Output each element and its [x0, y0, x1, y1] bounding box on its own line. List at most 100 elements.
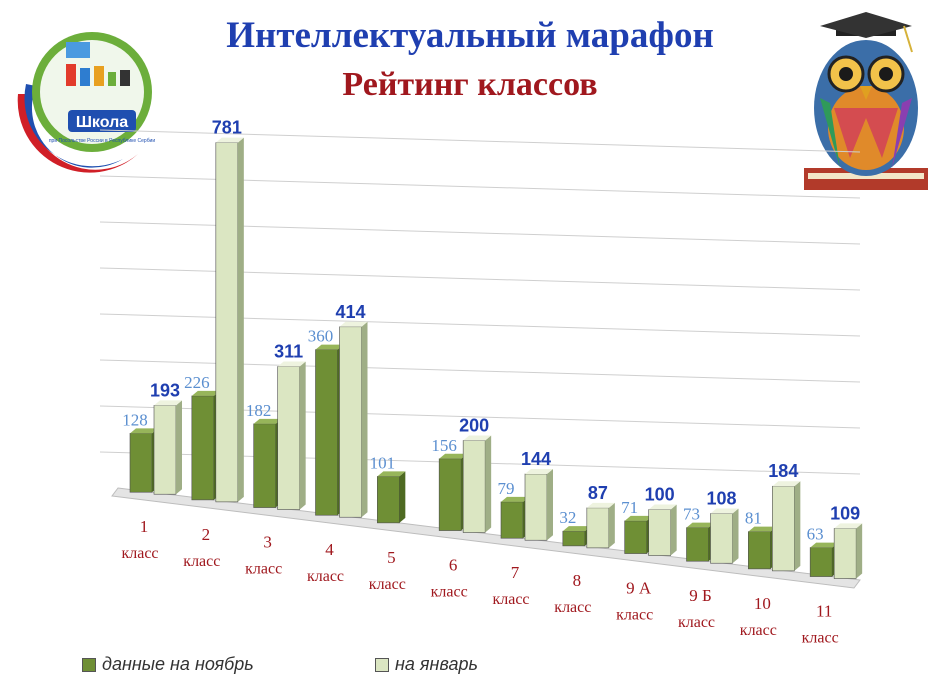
category-label-number: 4 [325, 540, 334, 559]
bar-january-side [547, 468, 553, 541]
bar-january [339, 326, 362, 518]
category-label-number: 9 А [626, 579, 652, 598]
category-label-word: класс [307, 568, 344, 585]
value-label-november: 71 [621, 498, 638, 517]
bar-november [624, 520, 647, 554]
bar-november [500, 501, 524, 539]
bar-january-top [277, 361, 306, 367]
bar-january-side [670, 504, 677, 556]
chart-subtitle: Рейтинг классов [342, 66, 598, 103]
category-label-word: класс [802, 630, 839, 647]
bar-january-side [176, 400, 182, 495]
bar-january [277, 366, 300, 510]
category-label-number: 3 [263, 533, 272, 552]
bar-november-top [130, 428, 158, 434]
bar-january [586, 507, 610, 549]
category-label-number: 8 [573, 571, 582, 590]
bar-november-top [748, 526, 777, 532]
category-label-number: 6 [449, 556, 458, 575]
gridline [99, 267, 861, 291]
category-label-word: класс [554, 599, 591, 616]
value-label-november: 156 [431, 436, 457, 455]
logo-text: Школа [76, 114, 128, 131]
bar-november [748, 531, 771, 570]
bar-november-top [253, 418, 282, 424]
bar-november [191, 395, 215, 501]
bar-november-top [191, 390, 220, 396]
category-label-number: 5 [387, 548, 396, 567]
bar-november [377, 476, 400, 524]
category-label-word: класс [431, 584, 468, 601]
bar-january-top [154, 400, 182, 406]
bar-november-top [562, 526, 591, 532]
value-label-november: 81 [745, 509, 762, 528]
value-label-january: 193 [150, 380, 180, 400]
bar-january-side [732, 508, 739, 564]
category-label-word: класс [183, 553, 220, 570]
gridline [99, 129, 861, 153]
bar-january [462, 440, 486, 533]
bar-january [648, 509, 671, 556]
bar-november [129, 433, 153, 493]
category-label-word: класс [245, 561, 282, 578]
bar-january-side [361, 321, 368, 518]
bar-january-top [710, 508, 739, 514]
value-label-november: 63 [807, 525, 824, 544]
bar-january [833, 528, 857, 579]
chart-title: Интеллектуальный марафон [226, 15, 714, 56]
bar-january-top [648, 504, 677, 510]
bar-november-top [315, 344, 344, 350]
legend-label-november: данные на ноябрь [102, 654, 254, 674]
logo-small-text: при Посольстве России в Республике Серби… [49, 138, 156, 144]
gridline [99, 313, 861, 337]
value-label-november: 128 [122, 410, 148, 429]
value-label-november: 226 [184, 373, 210, 392]
bar-november-top [686, 522, 715, 528]
bar-january-side [485, 435, 492, 533]
bar-january [524, 473, 548, 541]
bar-january-side [794, 481, 801, 571]
bar-january [215, 142, 239, 503]
school-logo: Школа при Посольстве России в Республике… [17, 32, 156, 173]
bar-january-top [339, 321, 368, 327]
value-label-january: 100 [645, 485, 675, 505]
bar-november [438, 458, 462, 531]
category-label-number: 7 [511, 563, 520, 582]
category-label-number: 10 [754, 594, 771, 613]
bar-november [253, 423, 276, 508]
legend-label-january: на январь [395, 654, 478, 674]
legend-swatch-november [82, 657, 96, 672]
bar-january-top [586, 502, 615, 508]
value-label-november: 182 [246, 401, 272, 420]
category-label-word: класс [616, 607, 653, 624]
value-label-january: 109 [830, 503, 860, 523]
value-label-january: 311 [274, 341, 303, 361]
category-label-number: 9 Б [689, 586, 712, 605]
gridline [99, 359, 861, 383]
category-label-word: класс [740, 622, 777, 639]
value-label-january: 108 [706, 489, 736, 509]
value-label-january: 144 [521, 449, 551, 469]
category-label-word: класс [369, 576, 406, 593]
bar-january-side [856, 523, 863, 579]
category-label-word: класс [492, 591, 529, 608]
bar-january-side [299, 361, 306, 510]
category-label-number: 2 [202, 525, 211, 544]
bar-november [562, 530, 586, 547]
bar-november-top [810, 542, 839, 548]
value-label-january: 200 [459, 416, 489, 436]
value-label-january: 414 [335, 302, 365, 322]
bar-november [315, 349, 338, 516]
owl-icon [804, 12, 928, 190]
gridline [99, 175, 861, 199]
legend-item-november: данные на ноябрь [82, 654, 254, 675]
bar-november [809, 547, 833, 577]
bar-january [710, 513, 733, 564]
category-label-number: 11 [816, 602, 832, 621]
bar-january-side [237, 137, 244, 502]
value-label-november: 32 [559, 508, 576, 527]
bar-november-top [624, 515, 653, 521]
bar-january-top [834, 523, 863, 529]
bar-january [772, 485, 795, 572]
